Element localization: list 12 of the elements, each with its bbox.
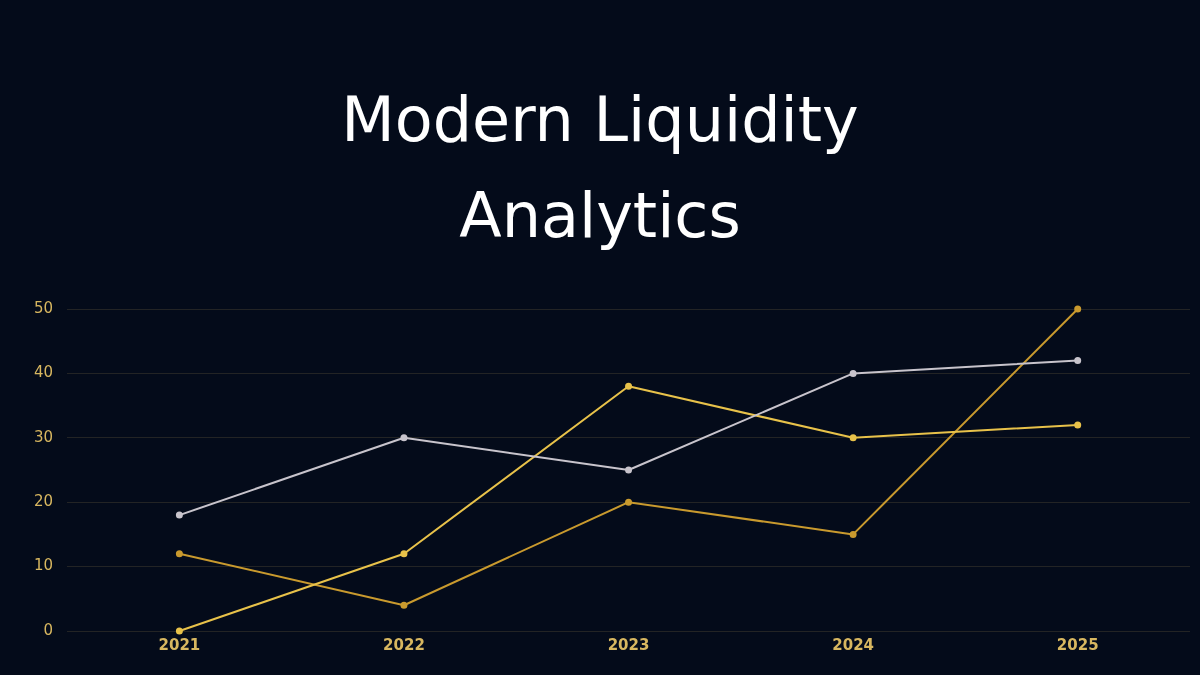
x-tick-label: 2024 bbox=[832, 635, 874, 654]
y-tick-label: 40 bbox=[33, 363, 54, 382]
y-tick-label: 0 bbox=[43, 620, 54, 639]
x-tick-label: 2021 bbox=[158, 635, 201, 654]
x-tick-label: 2023 bbox=[607, 635, 650, 654]
x-tick-label: 2022 bbox=[383, 635, 425, 654]
y-tick-label: 30 bbox=[33, 427, 54, 446]
y-tick-label: 10 bbox=[33, 556, 54, 575]
y-tick-label: 50 bbox=[33, 298, 54, 317]
y-tick-label: 20 bbox=[33, 492, 54, 511]
chart-title: Modern Liquidity Analytics bbox=[340, 82, 860, 254]
x-tick-label: 2025 bbox=[1056, 635, 1099, 654]
